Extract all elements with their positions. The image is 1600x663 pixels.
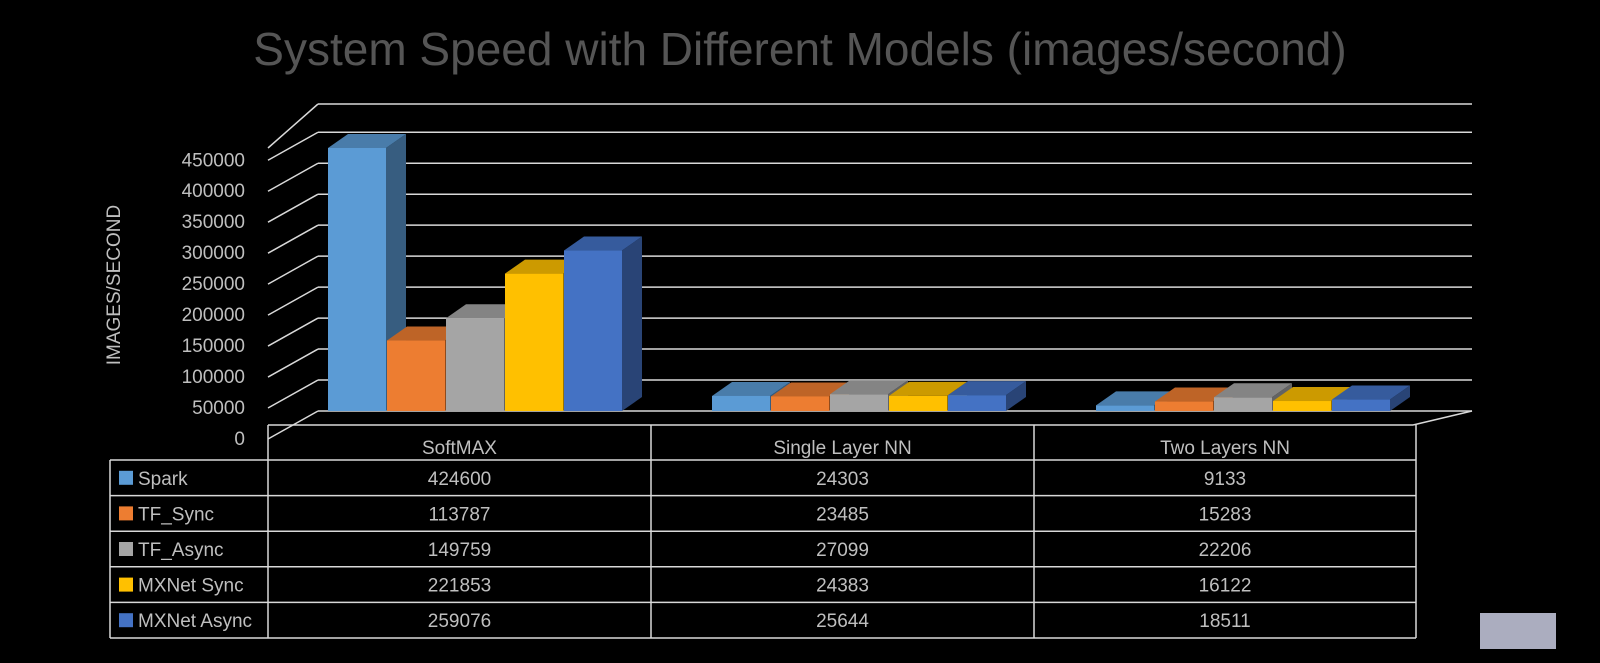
bar: [328, 148, 386, 411]
floor-right-edge: [1412, 410, 1473, 426]
bar-top: [505, 259, 583, 274]
data-label: 27099: [816, 540, 869, 561]
series-label: TF_Sync: [138, 504, 214, 525]
gridline-wall: [267, 255, 319, 285]
gridline-wall: [267, 131, 319, 161]
bar-top: [1096, 391, 1174, 406]
bar-top: [889, 381, 967, 396]
series-label: TF_Async: [138, 540, 224, 561]
data-label: 23485: [816, 504, 869, 525]
data-label: 221853: [428, 576, 491, 597]
series-label: MXNet Async: [138, 611, 252, 632]
bar: [446, 318, 504, 411]
bar: [1214, 397, 1272, 411]
series-label: MXNet Sync: [138, 576, 244, 597]
bar: [1096, 405, 1154, 411]
gridline-wall: [267, 162, 319, 192]
data-label: 18511: [1199, 611, 1250, 632]
bar-side: [622, 236, 642, 411]
gridline-wall: [267, 286, 319, 316]
bar-top: [948, 381, 1026, 396]
bar-top: [387, 326, 465, 341]
data-label: 259076: [428, 611, 491, 632]
data-label: 15283: [1199, 504, 1252, 525]
legend-key: [119, 613, 133, 628]
series-label: Spark: [138, 469, 188, 490]
gridline-wall: [267, 193, 319, 223]
category-label: Two Layers NN: [1160, 438, 1290, 459]
bar-top: [1214, 383, 1292, 398]
bar-top: [712, 381, 790, 396]
legend-key: [119, 577, 133, 592]
bar-top: [1332, 385, 1410, 400]
data-label: 22206: [1199, 540, 1252, 561]
y-tick-label: 300000: [182, 243, 245, 264]
bar: [830, 394, 888, 411]
y-tick-label: 100000: [182, 367, 245, 388]
bar-top: [328, 134, 406, 148]
bar: [1273, 401, 1331, 411]
bar: [771, 396, 829, 411]
bar-side: [1006, 381, 1026, 411]
legend-key: [119, 506, 133, 521]
bar: [505, 273, 563, 411]
gridline-wall: [267, 379, 319, 409]
data-label: 24383: [816, 576, 869, 597]
chart-title: System Speed with Different Models (imag…: [253, 23, 1347, 75]
data-label: 9133: [1204, 469, 1246, 490]
bar-top: [1155, 387, 1233, 402]
data-label: 16122: [1199, 576, 1252, 597]
bar-top: [1273, 387, 1351, 402]
y-tick-label: 0: [234, 429, 245, 450]
legend-key: [119, 470, 133, 485]
data-label: 149759: [428, 540, 491, 561]
data-label: 424600: [428, 469, 491, 490]
data-label: 113787: [429, 504, 491, 525]
y-tick-label: 400000: [182, 181, 245, 202]
y-tick-label: 350000: [182, 212, 245, 233]
bar-side: [1390, 385, 1410, 411]
category-label: SoftMAX: [422, 438, 497, 459]
bar-top: [564, 236, 642, 251]
watermark-logo: [1480, 613, 1556, 649]
y-tick-label: 200000: [182, 305, 245, 326]
bar-top: [771, 382, 849, 397]
category-label: Single Layer NN: [773, 438, 911, 459]
bar: [1155, 401, 1213, 411]
gridline-wall: [267, 348, 319, 378]
y-tick-label: 250000: [182, 274, 245, 295]
bar: [712, 395, 770, 411]
y-tick-label: 150000: [182, 336, 245, 357]
y-tick-label: 50000: [192, 398, 245, 419]
gridline-wall: [267, 317, 319, 347]
bar: [889, 395, 947, 411]
bar: [1332, 399, 1390, 411]
gridline-wall: [267, 103, 319, 149]
bar-top: [830, 380, 908, 395]
bar: [387, 340, 445, 411]
gridline-wall: [267, 224, 319, 254]
legend-key: [119, 542, 133, 556]
bar: [948, 395, 1006, 411]
y-axis-label: IMAGES/SECOND: [104, 205, 125, 365]
data-label: 25644: [816, 611, 869, 632]
data-label: 24303: [816, 469, 869, 490]
bar-top: [446, 304, 524, 319]
bar: [564, 250, 622, 411]
y-tick-label: 450000: [182, 150, 245, 171]
